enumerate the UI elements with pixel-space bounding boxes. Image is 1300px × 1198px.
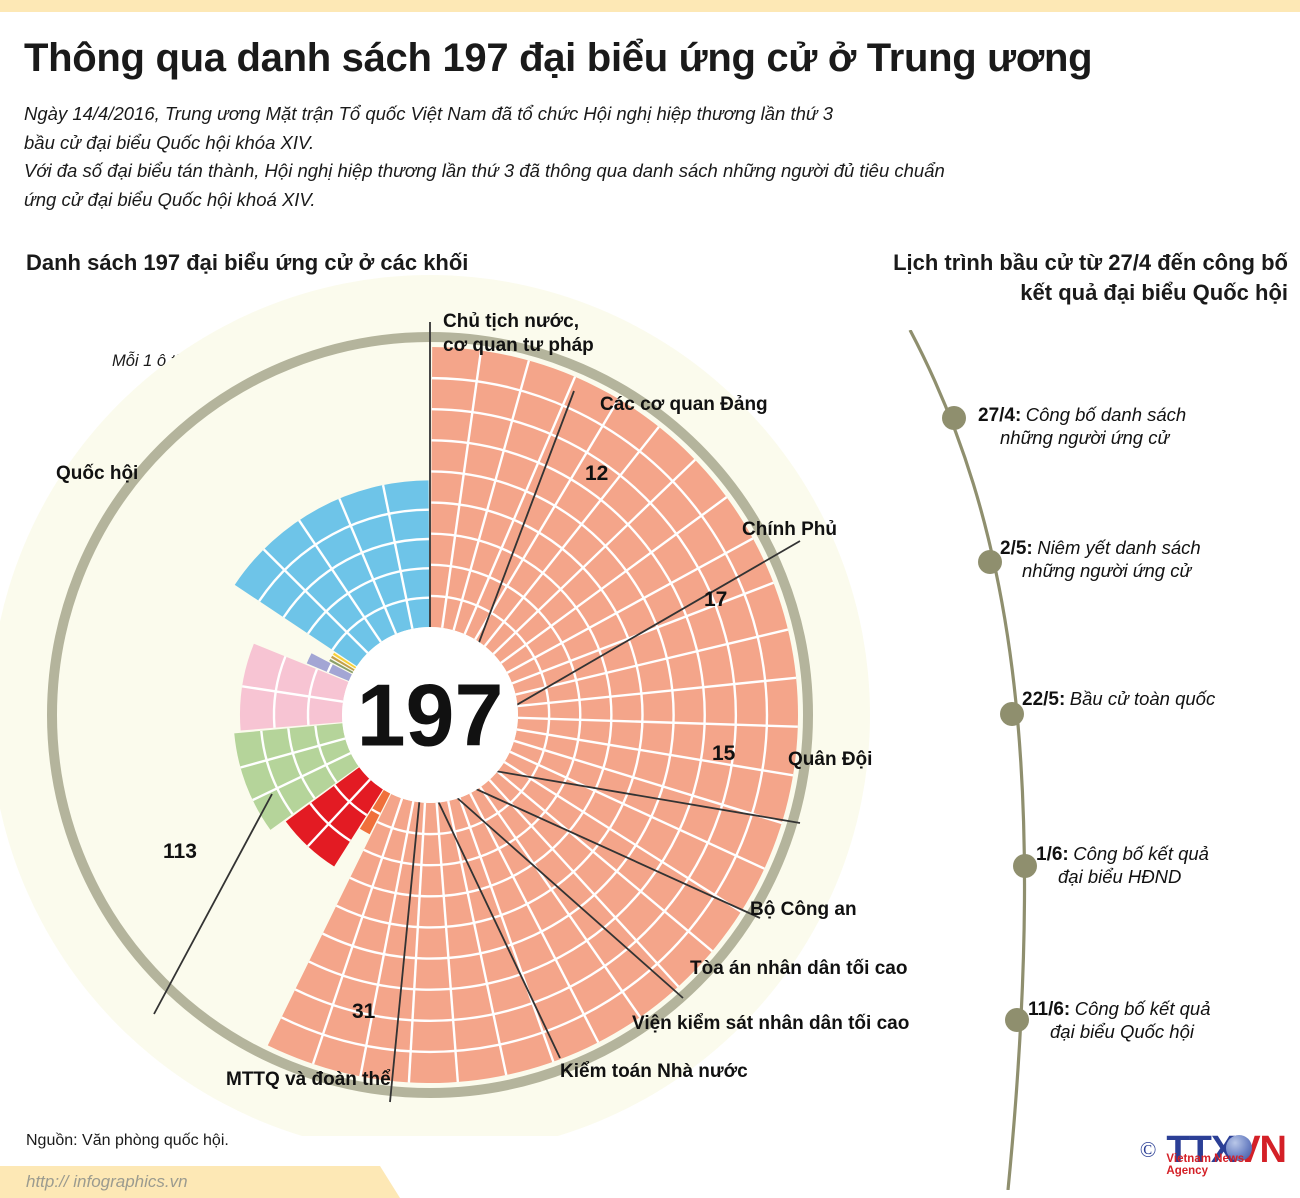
url-tab-background xyxy=(0,1166,400,1198)
leader-chinh-phu xyxy=(462,540,801,737)
timeline-dot-3[interactable] xyxy=(1000,702,1024,726)
timeline-item-1[interactable]: 27/4: Công bố danh sách những người ứng … xyxy=(978,404,1186,449)
timeline-text-5b: đại biểu Quốc hội xyxy=(1050,1021,1194,1042)
timeline-text-5: Công bố kết quả xyxy=(1074,998,1211,1019)
wedge-kiem-toan[interactable] xyxy=(332,652,357,669)
wedge-grid-2 xyxy=(307,778,371,848)
leader-vien-ks xyxy=(429,783,561,1059)
wedge-quan-doi[interactable] xyxy=(239,643,349,731)
logo-tagline: Vietnam News Agency xyxy=(1166,1152,1245,1177)
rose-chart: 197 xyxy=(0,275,870,1136)
wedge-quoc-hoi[interactable] xyxy=(267,347,798,1084)
leader-cong-an xyxy=(442,773,761,919)
segment-label-mttq: MTTQ và đoàn thể xyxy=(226,1069,391,1090)
segment-label-toa-an: Tòa án nhân dân tối cao xyxy=(690,958,908,979)
timeline-arc xyxy=(908,330,1037,1190)
deck-line-4: ứng cử đại biểu Quốc hội khoá XIV. xyxy=(24,189,316,211)
timeline-date-5: 11/6: xyxy=(1028,999,1071,1020)
timeline-title-line-2: kết quả đại biểu Quốc hội xyxy=(1020,279,1288,305)
timeline-date-4: 1/6: xyxy=(1036,844,1069,865)
wedge-toa-an[interactable] xyxy=(329,658,354,674)
timeline-text-1b: những người ứng cử xyxy=(1000,427,1170,448)
chart-section-title: Danh sách 197 đại biểu ứng cử ở các khối xyxy=(26,250,469,275)
timeline-text-3: Bầu cử toàn quốc xyxy=(1069,688,1216,709)
segment-label-cong-an: Bộ Công an xyxy=(750,899,857,920)
timeline-text-1: Công bố danh sách xyxy=(1025,404,1187,425)
timeline-section-title: Lịch trình bầu cử từ 27/4 đến công bố kế… xyxy=(818,248,1288,307)
timeline-dot-4[interactable] xyxy=(1013,854,1037,878)
site-url[interactable]: http:// infographics.vn xyxy=(26,1172,188,1191)
center-total-value: 197 xyxy=(357,666,504,765)
wedge-vien-ks[interactable] xyxy=(331,655,355,671)
chart-leader-lines xyxy=(153,322,801,1103)
ttxvn-logo: © TTXVN Vietnam News Agency xyxy=(1076,1122,1287,1178)
timeline-item-4[interactable]: 1/6: Công bố kết quả đại biểu HĐND xyxy=(1036,843,1209,888)
segment-label-vien-ks: Viện kiểm sát nhân dân tối cao xyxy=(632,1013,910,1034)
logo-wordmark: TTXVN Vietnam News Agency xyxy=(1166,1128,1287,1177)
timeline-item-5[interactable]: 11/6: Công bố kết quả đại biểu Quốc hội xyxy=(1028,998,1211,1043)
wedge-grid-3 xyxy=(240,725,352,815)
segment-label-chu-tich: Chủ tịch nước, cơ quan tư pháp xyxy=(443,311,594,356)
timeline-text-4: Công bố kết quả xyxy=(1073,843,1209,864)
page-title: Thông qua danh sách 197 đại biểu ứng cử … xyxy=(24,36,1093,80)
wedge-grid-4 xyxy=(241,656,344,728)
leader-quan-doi xyxy=(447,762,801,824)
segment-value-chinh-phu: 17 xyxy=(704,588,728,611)
segment-value-mttq: 31 xyxy=(352,1000,376,1023)
timeline-title-line-1: Lịch trình bầu cử từ 27/4 đến công bố xyxy=(893,250,1288,275)
segment-value-dang: 12 xyxy=(585,462,609,485)
segment-label-dang: Các cơ quan Đảng xyxy=(600,394,768,415)
timeline-dot-5[interactable] xyxy=(1005,1008,1029,1032)
segment-label-quan-doi: Quân Đội xyxy=(788,749,873,770)
timeline-text-2b: những người ứng cử xyxy=(1022,560,1192,581)
timeline-date-2: 2/5: xyxy=(1000,538,1033,559)
page-deck: Ngày 14/4/2016, Trung ương Mặt trận Tổ q… xyxy=(24,100,1224,215)
wedge-grid-9 xyxy=(258,484,430,654)
timeline-text-2: Niêm yết danh sách xyxy=(1037,537,1201,558)
logo-text-ttx: TTX xyxy=(1166,1128,1236,1171)
wedge-grid-0 xyxy=(280,350,798,1083)
wedge-grid-5 xyxy=(326,663,333,673)
logo-text: TTXVN xyxy=(1166,1128,1287,1171)
leader-kiem-toan xyxy=(389,784,422,1103)
segment-value-quoc-hoi: 113 xyxy=(163,840,197,863)
chart-wedges xyxy=(234,347,798,1084)
timeline-dot-2[interactable] xyxy=(978,550,1002,574)
leader-quoc-hoi xyxy=(153,793,273,1015)
segment-label-kiem-toan: Kiểm toán Nhà nước xyxy=(560,1061,748,1082)
timeline-text-4b: đại biểu HĐND xyxy=(1058,866,1182,887)
timeline-date-1: 27/4: xyxy=(978,405,1022,426)
segment-label-quoc-hoi: Quốc hội xyxy=(56,463,139,484)
leader-toa-an xyxy=(436,779,684,999)
wedge-grid-1 xyxy=(371,808,381,815)
segment-value-quan-doi: 15 xyxy=(712,742,736,765)
deck-line-3: Với đa số đại biểu tán thành, Hội nghị h… xyxy=(24,160,945,182)
source-note: Nguồn: Văn phòng quốc hội. xyxy=(26,1132,229,1149)
segment-label-chinh-phu: Chính Phủ xyxy=(742,519,837,540)
timeline-dot-1[interactable] xyxy=(942,406,966,430)
center-hole xyxy=(342,627,518,803)
deck-line-2: bầu cử đại biểu Quốc hội khóa XIV. xyxy=(24,131,315,153)
globe-icon xyxy=(1226,1134,1252,1161)
deck-line-1: Ngày 14/4/2016, Trung ương Mặt trận Tổ q… xyxy=(24,103,834,124)
timeline-arc-line xyxy=(908,330,1027,1190)
timeline-item-3[interactable]: 22/5: Bầu cử toàn quốc xyxy=(1022,688,1215,711)
copyright-icon: © xyxy=(1139,1137,1157,1162)
wedge-mttq[interactable] xyxy=(234,480,430,667)
top-accent-bar xyxy=(0,0,1300,12)
timeline-date-3: 22/5: xyxy=(1022,689,1066,710)
timeline-item-2[interactable]: 2/5: Niêm yết danh sách những người ứng … xyxy=(1000,537,1201,582)
